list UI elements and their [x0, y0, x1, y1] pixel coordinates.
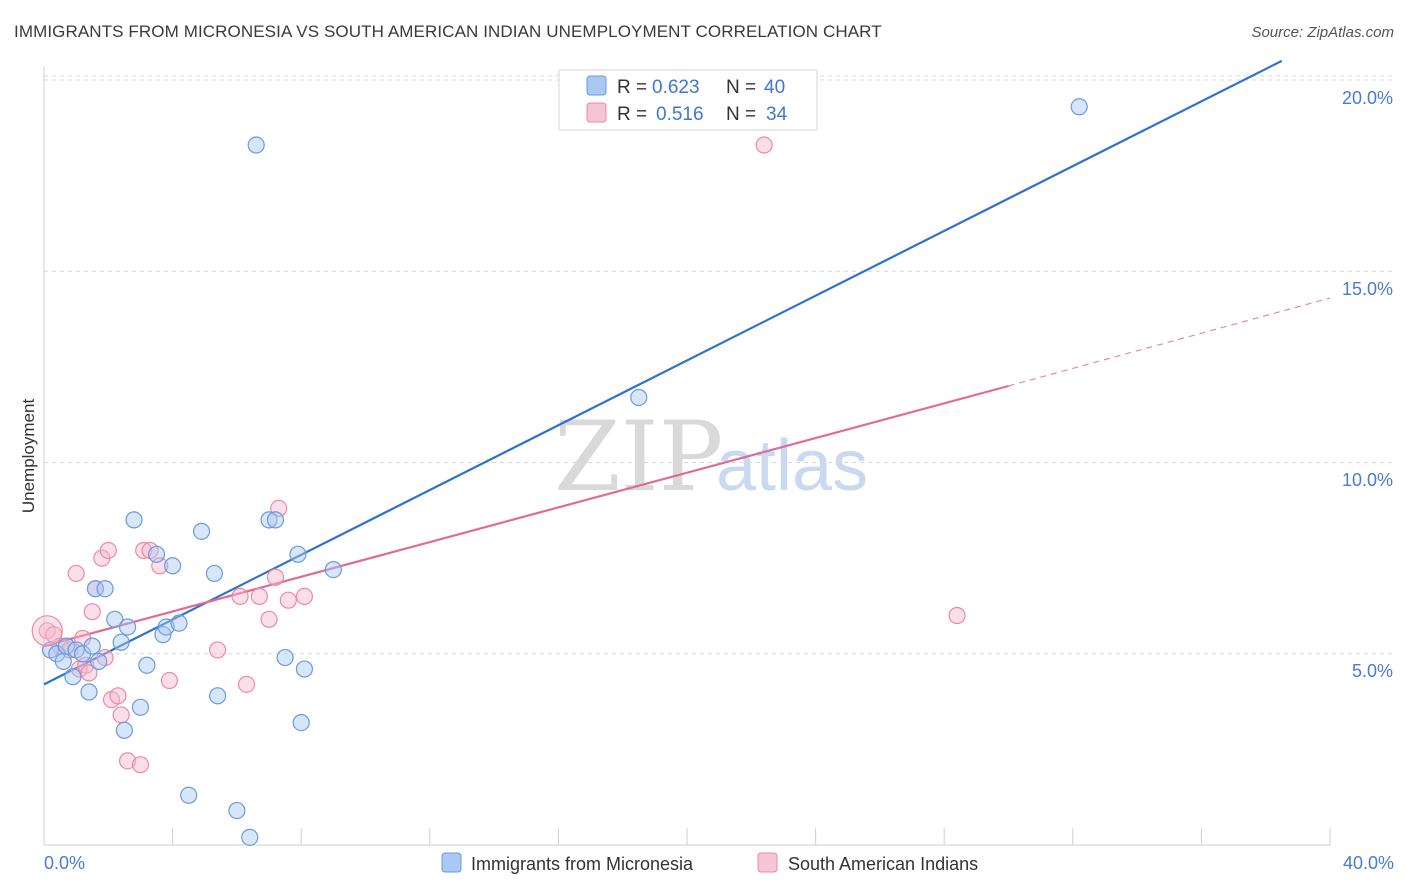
stats-legend: R = 0.623 N = 40 R = 0.516 N = 34 — [558, 69, 818, 131]
point-micronesia — [147, 545, 166, 563]
series-legend: Immigrants from Micronesia South America… — [441, 852, 978, 874]
point-south-american-indians — [99, 541, 117, 560]
watermark-zip: ZIP — [554, 401, 723, 513]
axes — [43, 66, 1331, 846]
point-south-american-indians — [250, 587, 269, 605]
point-micronesia — [157, 618, 175, 636]
point-south-american-indians-cluster — [31, 615, 63, 647]
point-micronesia — [90, 652, 108, 671]
series-legend-swatch-pink — [757, 852, 778, 873]
point-south-american-indians — [109, 687, 127, 705]
point-micronesia — [83, 637, 101, 655]
point-micronesia — [228, 801, 246, 820]
point-micronesia — [247, 136, 265, 154]
legend-n-label: N = — [726, 77, 756, 98]
y-axis-label: Unemployment — [19, 399, 38, 514]
point-south-american-indians — [80, 664, 98, 682]
point-micronesia — [276, 648, 294, 667]
point-micronesia — [54, 652, 72, 671]
point-micronesia — [86, 580, 105, 598]
y-tick-label: 15.0% — [1342, 279, 1393, 299]
legend-swatch-blue — [586, 75, 607, 96]
point-south-american-indians — [948, 606, 966, 625]
point-micronesia — [630, 388, 648, 407]
trendline-micronesia — [43, 59, 1283, 686]
point-south-american-indians — [260, 610, 278, 628]
point-micronesia — [64, 668, 82, 686]
legend-swatch-pink — [586, 102, 607, 123]
point-south-american-indians — [83, 603, 101, 621]
legend-n-value: 40 — [764, 77, 785, 98]
point-micronesia — [180, 786, 198, 804]
watermark-atlas: atlas — [716, 426, 868, 506]
point-south-american-indians — [266, 568, 285, 586]
source-credit: Source: ZipAtlas.com — [1251, 24, 1394, 41]
trend-lines — [43, 59, 1331, 686]
point-south-american-indians — [755, 136, 773, 154]
point-micronesia — [96, 580, 114, 598]
point-micronesia — [131, 698, 150, 716]
point-south-american-indians — [237, 675, 256, 693]
series-legend-label-micronesia: Immigrants from Micronesia — [471, 854, 694, 874]
point-micronesia — [115, 721, 133, 739]
point-micronesia — [205, 564, 223, 583]
point-micronesia — [138, 656, 156, 674]
point-micronesia — [260, 511, 278, 529]
y-tick-labels: 5.0% 10.0% 15.0% 20.0% — [1342, 88, 1393, 681]
grid-lines — [44, 75, 1392, 655]
point-micronesia — [324, 560, 342, 579]
legend-r-value: 0.623 — [652, 77, 700, 98]
legend-n-label: N = — [726, 104, 756, 125]
point-south-american-indians — [131, 756, 150, 774]
y-tick-label: 10.0% — [1342, 470, 1393, 490]
trendline-south-american-indians — [43, 384, 1009, 648]
point-micronesia — [118, 618, 137, 636]
point-micronesia — [289, 545, 307, 563]
point-south-american-indians — [135, 541, 153, 560]
point-south-american-indians — [118, 752, 137, 770]
point-micronesia — [80, 683, 98, 701]
point-micronesia — [292, 713, 310, 732]
series-legend-label-south-american-indians: South American Indians — [788, 854, 978, 874]
point-micronesia — [170, 614, 188, 632]
point-south-american-indians — [295, 587, 314, 605]
point-south-american-indians — [67, 564, 85, 583]
y-tick-label: 20.0% — [1342, 88, 1393, 108]
point-south-american-indians — [279, 591, 297, 609]
point-south-american-indians — [112, 706, 130, 724]
point-micronesia — [57, 637, 76, 655]
point-micronesia — [112, 633, 130, 651]
x-tick-label-min: 0.0% — [44, 853, 85, 873]
chart-title: IMMIGRANTS FROM MICRONESIA VS SOUTH AMER… — [14, 22, 882, 41]
point-micronesia — [125, 511, 143, 529]
point-south-american-indians — [160, 671, 178, 690]
point-micronesia — [164, 557, 182, 575]
point-micronesia — [266, 511, 285, 529]
point-south-american-indians — [209, 641, 227, 659]
point-south-american-indians — [231, 587, 249, 605]
data-points — [31, 98, 1088, 846]
point-micronesia — [295, 660, 314, 678]
series-legend-swatch-blue — [441, 852, 462, 873]
x-tick-label-max: 40.0% — [1343, 853, 1394, 873]
point-micronesia — [192, 522, 211, 540]
point-micronesia — [1070, 98, 1088, 116]
legend-r-label: R = — [617, 77, 647, 98]
point-micronesia — [209, 687, 227, 705]
legend-n-value: 34 — [766, 104, 788, 125]
point-micronesia — [106, 610, 124, 628]
y-tick-label: 5.0% — [1352, 661, 1393, 681]
trendline-extension-south-american-indians — [1008, 297, 1331, 387]
legend-r-label: R = — [617, 104, 647, 125]
point-micronesia — [241, 828, 259, 846]
legend-r-value: 0.516 — [656, 104, 704, 125]
